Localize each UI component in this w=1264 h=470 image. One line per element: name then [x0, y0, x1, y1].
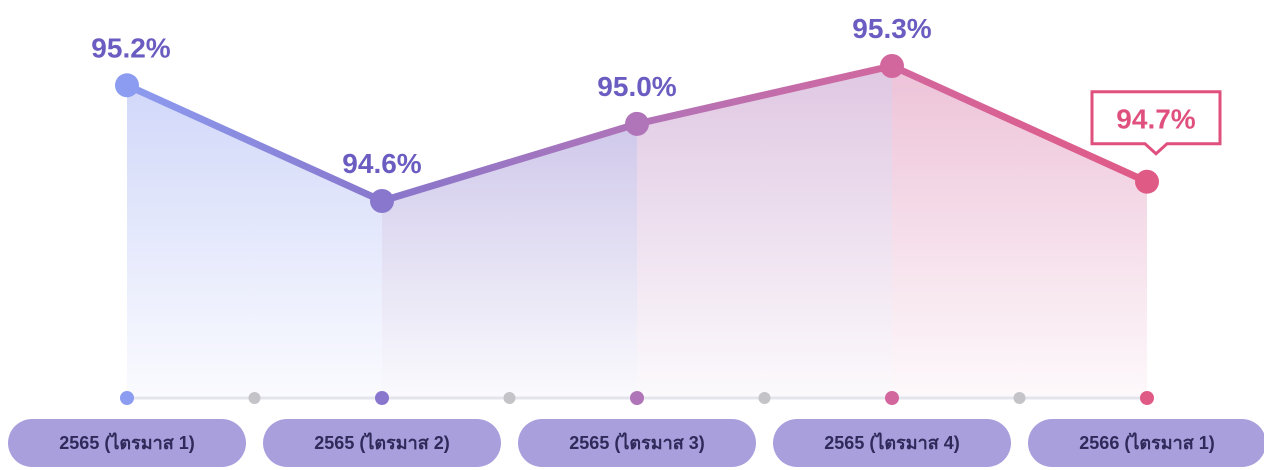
- category-pill: [773, 419, 1011, 467]
- value-label: 95.0%: [597, 71, 676, 102]
- baseline-dot: [758, 392, 771, 404]
- x-tick-label: 2565 (ไตรมาส 3): [569, 432, 704, 453]
- area-segment: [382, 123, 637, 398]
- value-label: 94.7%: [1116, 104, 1195, 135]
- area-segment: [127, 85, 382, 399]
- x-tick-label: 2565 (ไตรมาส 1): [59, 432, 194, 453]
- baseline-dot: [375, 391, 389, 405]
- x-tick-label: 2565 (ไตรมาส 2): [314, 432, 449, 453]
- point: [115, 73, 139, 98]
- point: [370, 189, 394, 213]
- point: [625, 111, 649, 136]
- baseline-dot: [1013, 392, 1026, 404]
- point: [1135, 169, 1159, 194]
- label-box: [1090, 90, 1222, 156]
- category-pill: [263, 419, 501, 467]
- point: [880, 54, 904, 78]
- baseline-dot: [503, 392, 516, 404]
- baseline-dot: [120, 391, 134, 405]
- area-segment: [892, 66, 1147, 398]
- x-tick-label: 2566 (ไตรมาส 1): [1079, 432, 1214, 453]
- value-label: 95.2%: [91, 32, 170, 63]
- baseline-dot: [248, 392, 261, 404]
- value-label: 94.6%: [342, 148, 421, 179]
- category-pill: [518, 419, 756, 467]
- value-label: 95.3%: [852, 13, 931, 44]
- baseline-dot: [630, 391, 644, 405]
- category-pill: [8, 419, 246, 467]
- baseline-dot: [1140, 391, 1154, 405]
- area-segment: [637, 66, 892, 398]
- x-tick-label: 2565 (ไตรมาส 4): [824, 432, 959, 453]
- category-pill: [1028, 419, 1264, 467]
- baseline-dot: [885, 391, 899, 405]
